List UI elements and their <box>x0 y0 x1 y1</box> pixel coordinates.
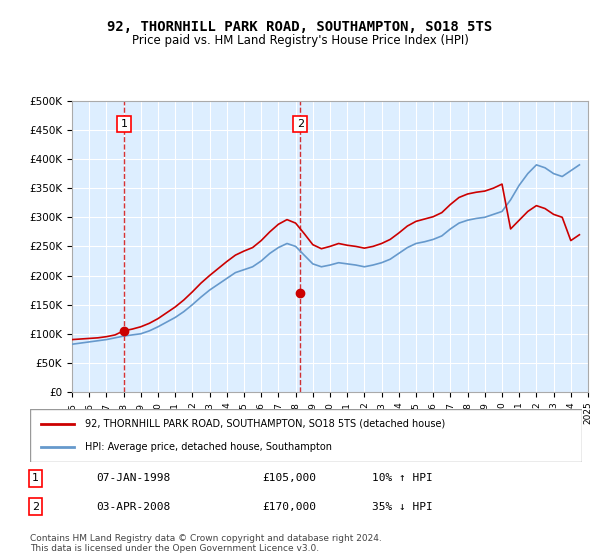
Text: 92, THORNHILL PARK ROAD, SOUTHAMPTON, SO18 5TS (detached house): 92, THORNHILL PARK ROAD, SOUTHAMPTON, SO… <box>85 419 445 429</box>
Text: £170,000: £170,000 <box>262 502 316 512</box>
Text: Contains HM Land Registry data © Crown copyright and database right 2024.
This d: Contains HM Land Registry data © Crown c… <box>30 534 382 553</box>
Text: £105,000: £105,000 <box>262 473 316 483</box>
Text: 2: 2 <box>32 502 39 512</box>
Text: Price paid vs. HM Land Registry's House Price Index (HPI): Price paid vs. HM Land Registry's House … <box>131 34 469 46</box>
Text: 07-JAN-1998: 07-JAN-1998 <box>96 473 170 483</box>
Text: 92, THORNHILL PARK ROAD, SOUTHAMPTON, SO18 5TS: 92, THORNHILL PARK ROAD, SOUTHAMPTON, SO… <box>107 20 493 34</box>
FancyBboxPatch shape <box>30 409 582 462</box>
Text: 1: 1 <box>121 119 128 129</box>
Text: HPI: Average price, detached house, Southampton: HPI: Average price, detached house, Sout… <box>85 442 332 452</box>
Text: 1: 1 <box>32 473 39 483</box>
Text: 2: 2 <box>296 119 304 129</box>
Text: 03-APR-2008: 03-APR-2008 <box>96 502 170 512</box>
Text: 10% ↑ HPI: 10% ↑ HPI <box>372 473 433 483</box>
Text: 35% ↓ HPI: 35% ↓ HPI <box>372 502 433 512</box>
